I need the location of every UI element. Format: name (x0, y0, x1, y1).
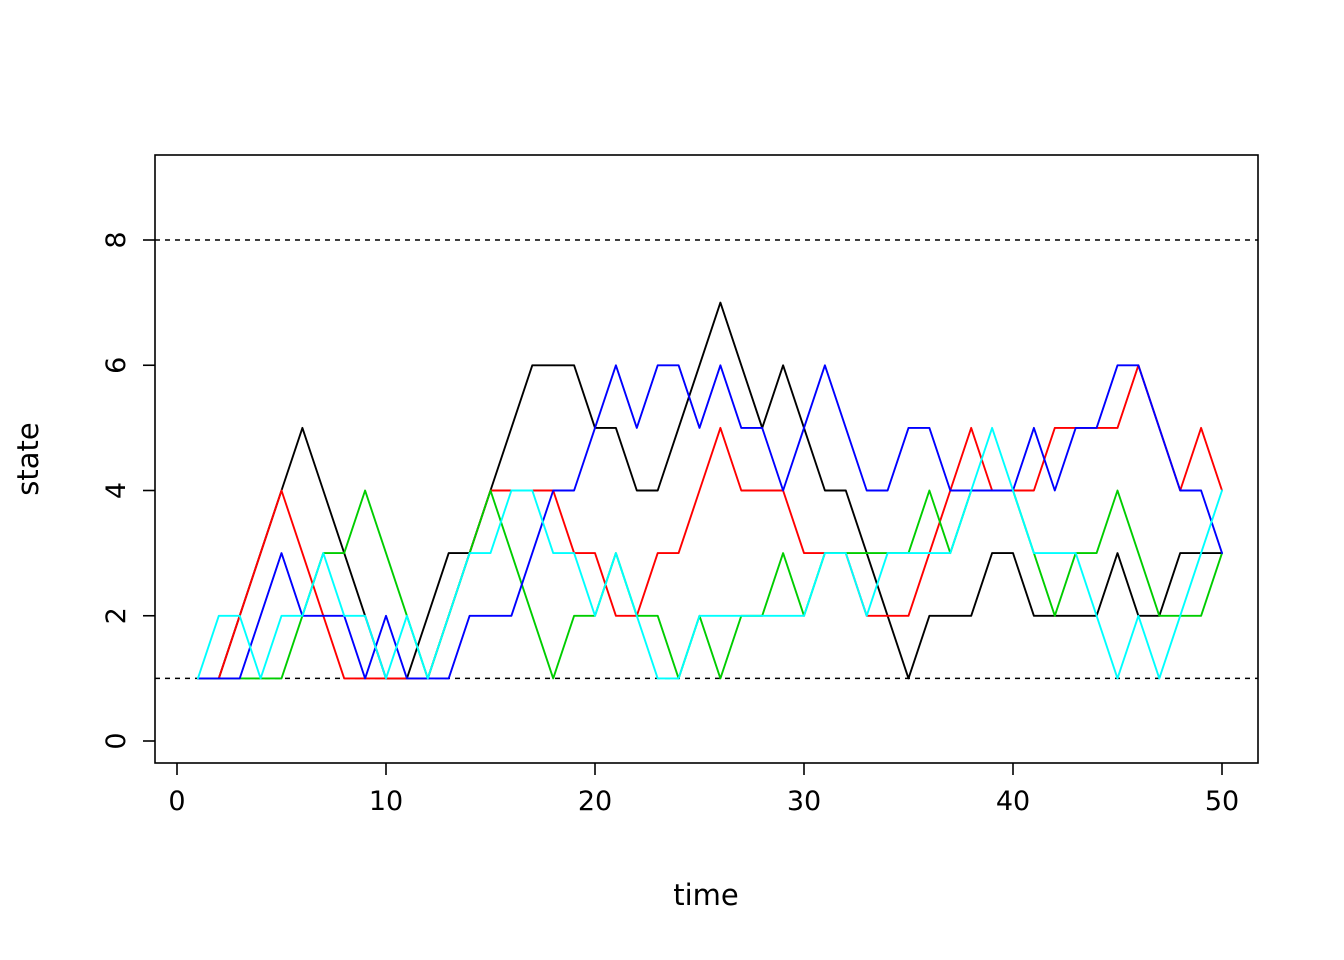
x-tick-label-20: 20 (578, 786, 612, 817)
series-walk-1-black-line (196, 301, 1223, 680)
series-walk-3-green-line (196, 489, 1223, 680)
x-axis-label: time (673, 878, 739, 912)
y-tick-label-0: 0 (101, 732, 132, 749)
x-tick-label-10: 10 (369, 786, 403, 817)
x-tick-label-40: 40 (996, 786, 1030, 817)
x-tick-label-30: 30 (787, 786, 821, 817)
series-walk-2-red-line (196, 364, 1223, 680)
y-tick-label-6: 6 (101, 357, 132, 374)
y-tick-label-8: 8 (101, 231, 132, 248)
plot-border (154, 154, 1259, 764)
x-tick-label-50: 50 (1205, 786, 1239, 817)
y-axis-label: state (11, 422, 45, 495)
series-walk-5-cyan-line (196, 426, 1223, 680)
y-tick-label-2: 2 (101, 607, 132, 624)
y-tick-label-4: 4 (101, 482, 132, 499)
x-tick-label-0: 0 (168, 786, 185, 817)
series-walk-4-blue-line (196, 364, 1223, 680)
